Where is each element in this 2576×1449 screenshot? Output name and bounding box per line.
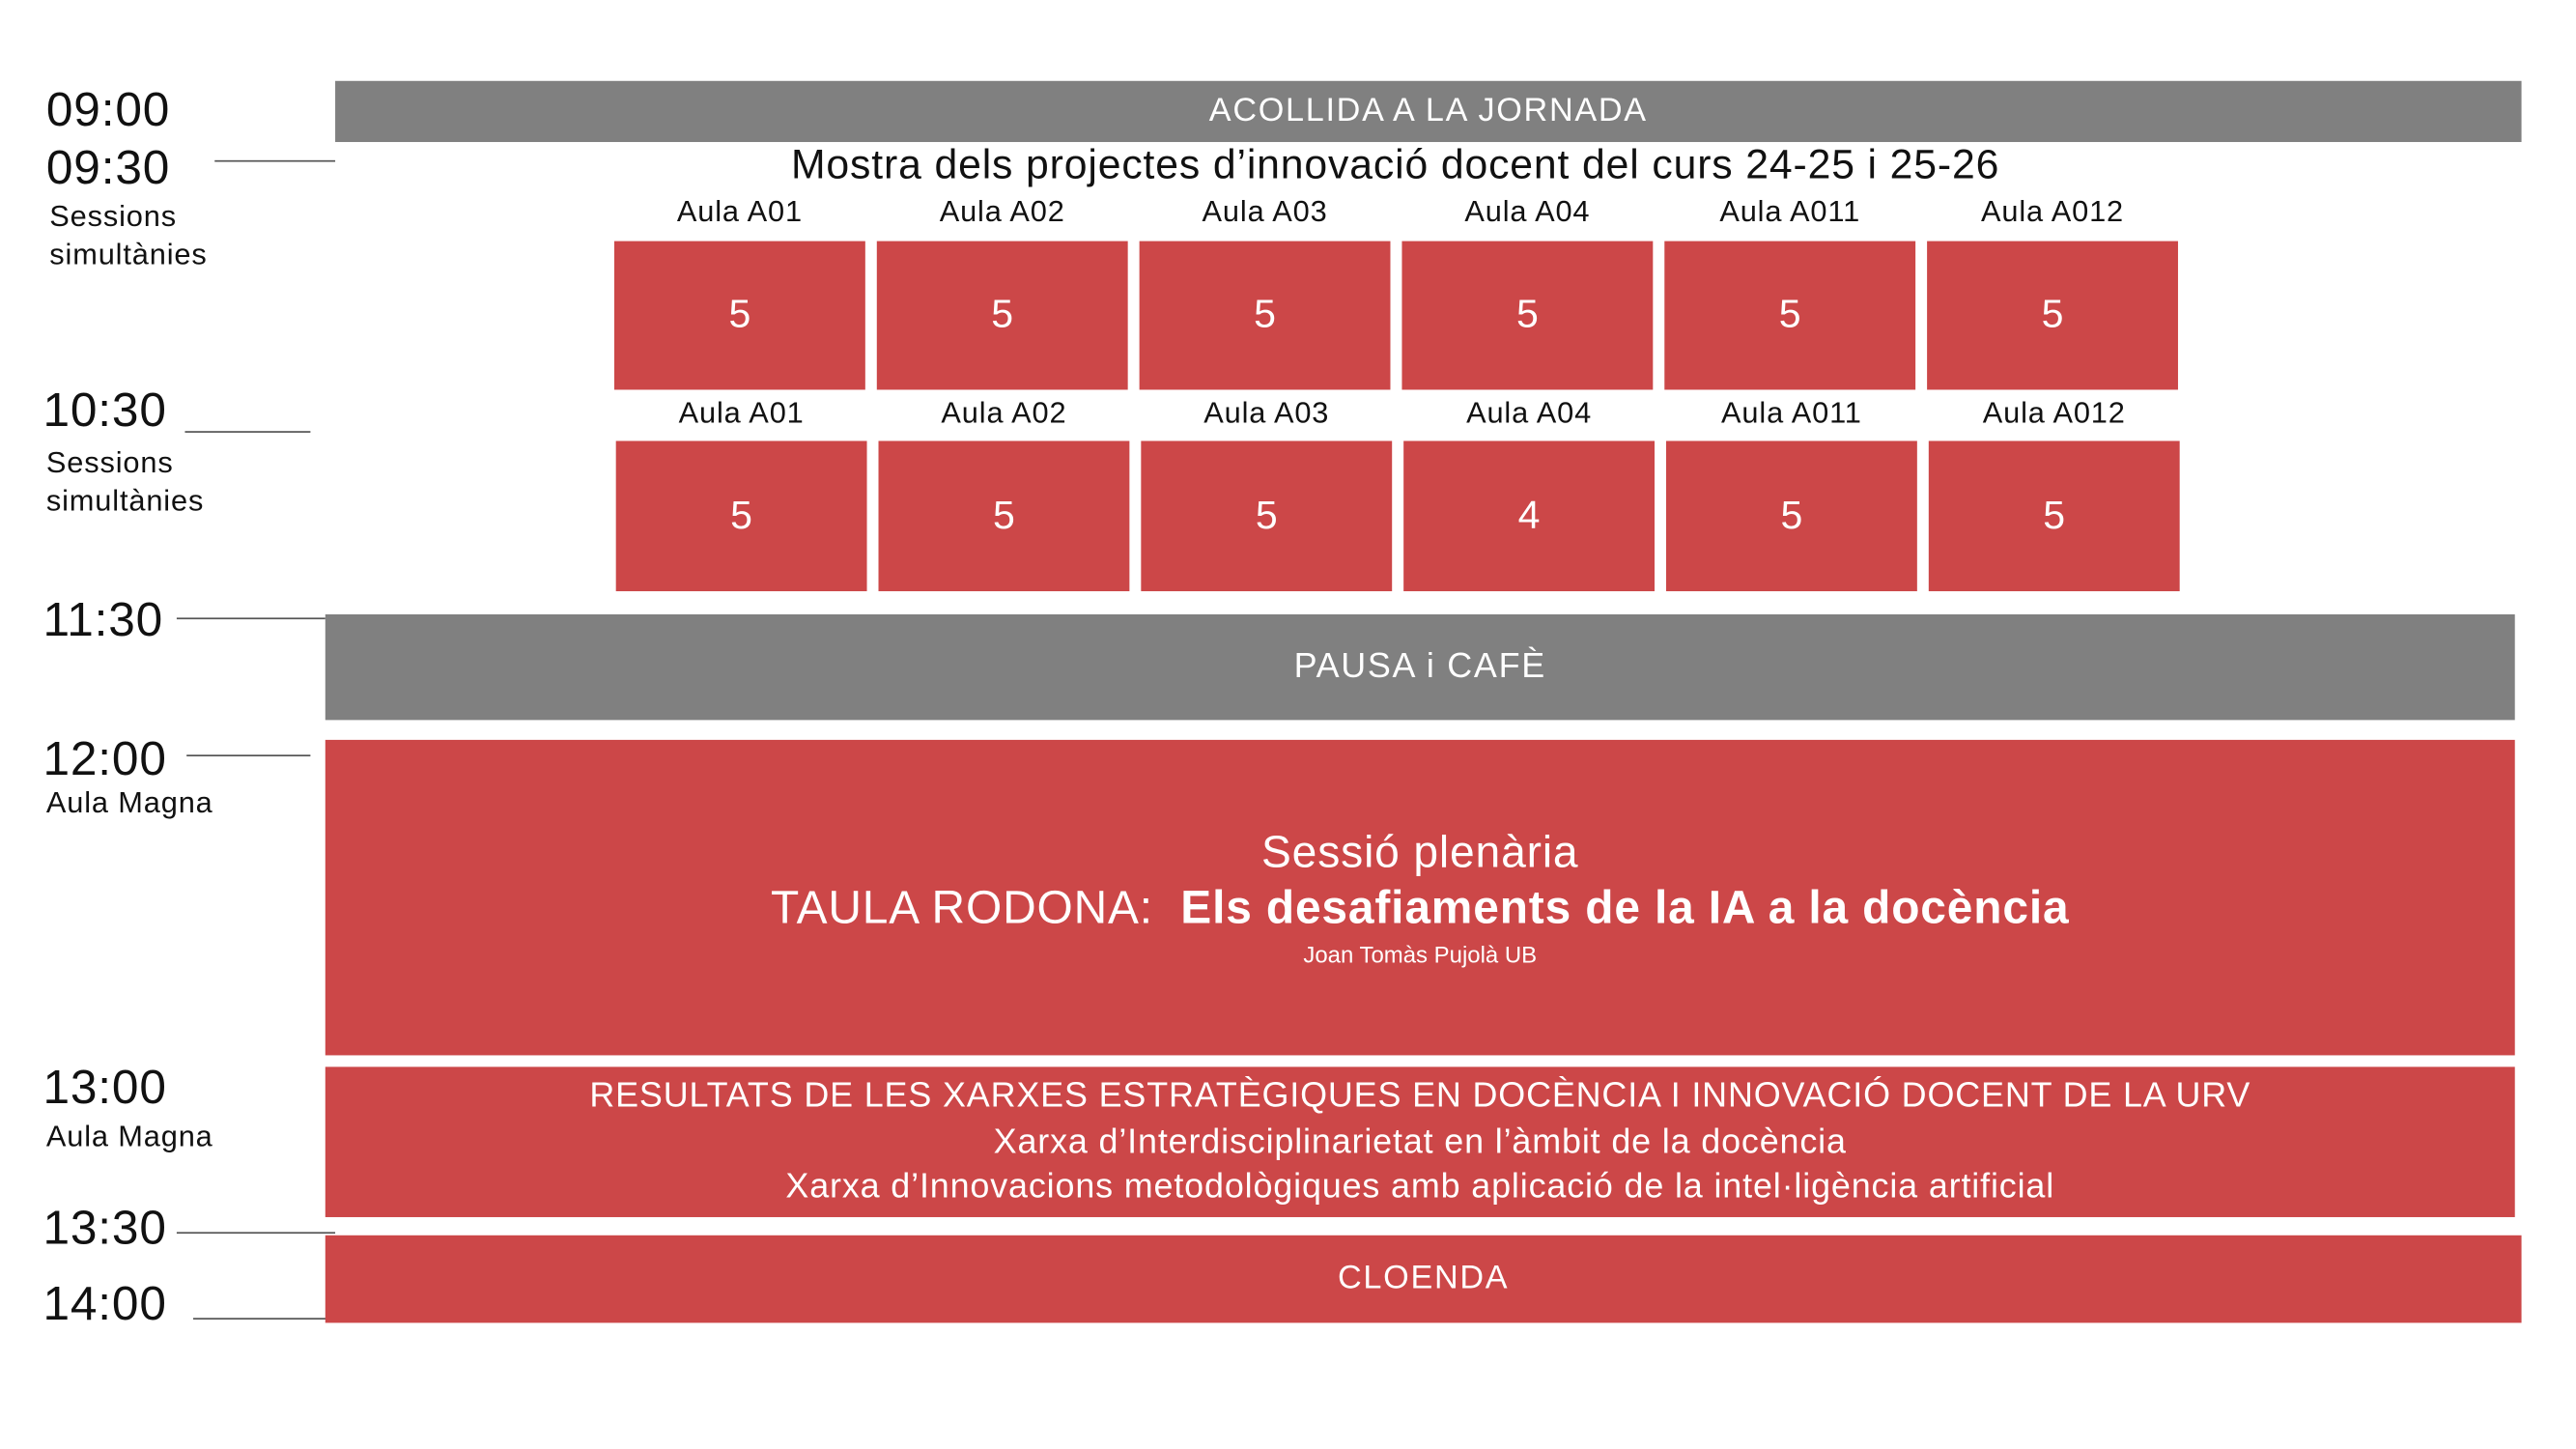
divider: [184, 431, 311, 433]
plenary-heading: Sessió plenària: [1261, 827, 1579, 877]
closing-block: CLOENDA: [325, 1235, 2522, 1323]
session-box: 5: [1927, 241, 2178, 390]
time-1130: 11:30: [42, 594, 164, 648]
closing-label: CLOENDA: [1338, 1260, 1510, 1297]
session-box: 5: [1139, 241, 1391, 390]
room-label: Aula A01: [676, 194, 803, 228]
label-sessions: Sessions simultànies: [49, 199, 208, 271]
plenary-title-line: TAULA RODONA: Els desafiaments de la IA …: [771, 881, 2070, 933]
room-label: Aula A04: [1464, 194, 1591, 228]
room-label: Aula A03: [1202, 194, 1328, 228]
welcome-label: ACOLLIDA A LA JORNADA: [1208, 92, 1648, 129]
divider: [176, 617, 326, 620]
time-1400: 14:00: [42, 1278, 167, 1331]
time-0900: 09:00: [45, 84, 171, 137]
time-1200: 12:00: [42, 733, 167, 786]
room-label: Aula A03: [1203, 396, 1330, 430]
results-line: RESULTATS DE LES XARXES ESTRATÈGIQUES EN…: [589, 1077, 2251, 1116]
label-aula-magna: Aula Magna: [45, 1120, 213, 1153]
label-aula-magna: Aula Magna: [45, 785, 213, 819]
plenary-speaker: Joan Tomàs Pujolà UB: [1303, 941, 1538, 968]
divider: [193, 1318, 344, 1320]
session-box: 5: [1664, 241, 1916, 390]
room-label: Aula A012: [1982, 396, 2126, 430]
results-line: Xarxa d’Innovacions metodològiques amb a…: [785, 1168, 2055, 1207]
room-label: Aula A012: [1981, 194, 2125, 228]
session-box: 5: [1665, 440, 1917, 592]
showcase-title: Mostra dels projectes d’innovació docent…: [790, 142, 2000, 188]
welcome-block: ACOLLIDA A LA JORNADA: [335, 80, 2522, 143]
session-box: 5: [1401, 241, 1654, 390]
room-label: Aula A04: [1466, 396, 1593, 430]
time-0930: 09:30: [45, 142, 171, 195]
time-1330: 13:30: [42, 1202, 167, 1256]
room-label: Aula A01: [678, 396, 805, 430]
session-box: 5: [615, 440, 867, 592]
session-box: 5: [613, 241, 865, 390]
results-block: RESULTATS DE LES XARXES ESTRATÈGIQUES EN…: [325, 1066, 2515, 1217]
divider: [176, 1232, 336, 1235]
time-1300: 13:00: [42, 1062, 167, 1115]
divider: [214, 159, 336, 162]
plenary-block: Sessió plenària TAULA RODONA: Els desafi…: [325, 739, 2515, 1056]
session-box: 4: [1403, 440, 1656, 592]
label-sessions: Sessions simultànies: [45, 445, 205, 518]
session-box: 5: [1928, 440, 2180, 592]
session-box: 5: [1141, 440, 1393, 592]
room-label: Aula A011: [1719, 194, 1861, 228]
session-box: 5: [876, 241, 1128, 390]
session-box: 5: [878, 440, 1130, 592]
room-label: Aula A011: [1721, 396, 1862, 430]
room-label: Aula A02: [941, 396, 1067, 430]
break-block: PAUSA i CAFÈ: [325, 613, 2515, 721]
divider: [186, 754, 311, 756]
break-label: PAUSA i CAFÈ: [1293, 647, 1546, 686]
time-1030: 10:30: [42, 384, 167, 439]
room-label: Aula A02: [939, 194, 1065, 228]
results-line: Xarxa d’Interdisciplinarietat en l’àmbit…: [993, 1122, 1847, 1161]
